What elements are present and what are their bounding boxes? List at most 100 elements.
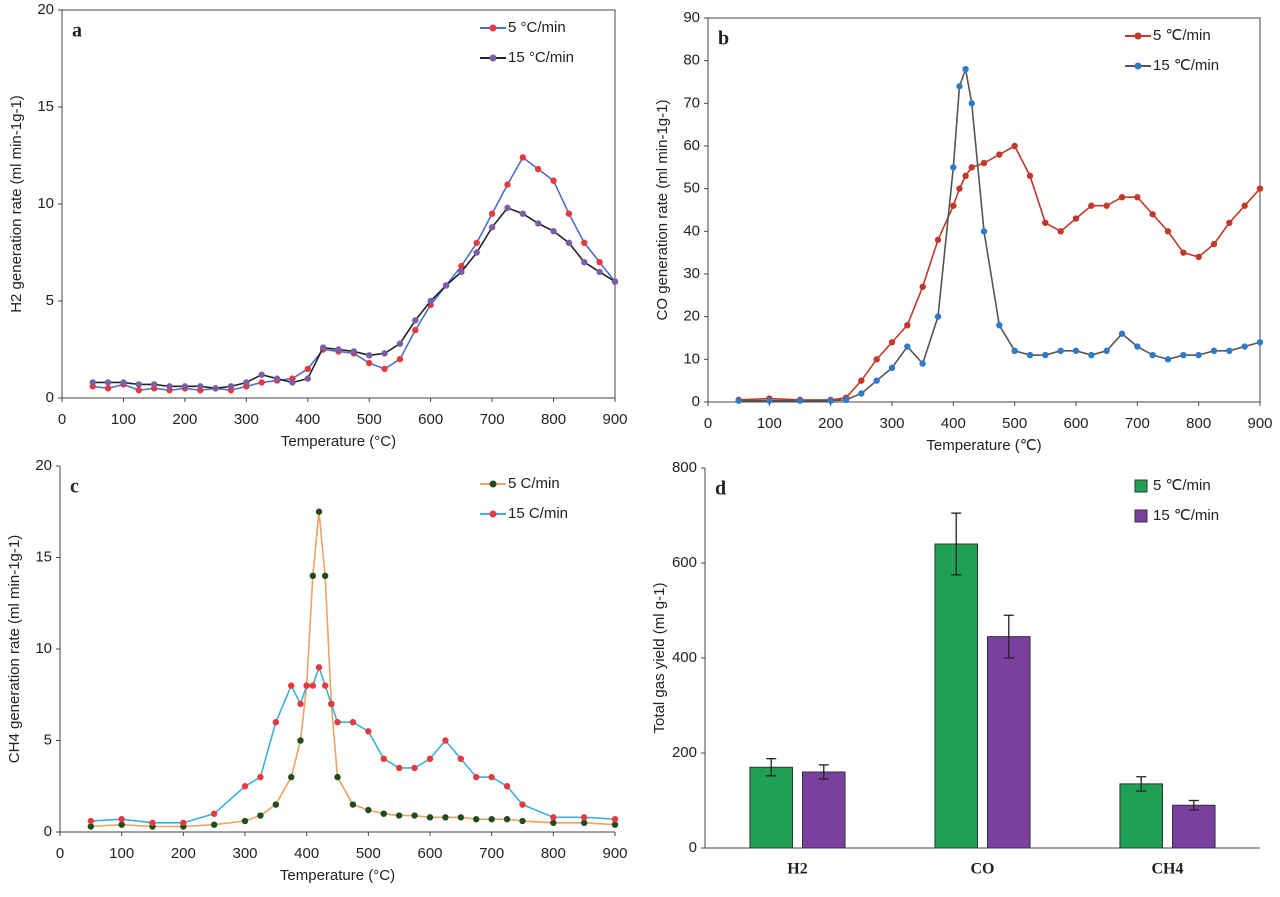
data-point [334, 773, 341, 781]
data-point [980, 159, 988, 167]
legend-label: 15 °C/min [508, 49, 574, 66]
data-point [488, 773, 495, 781]
bar [987, 636, 1031, 849]
data-point [150, 381, 158, 388]
y-axis-label: Total gas yield (ml g-1) [651, 583, 668, 734]
data-point [381, 350, 388, 357]
x-tick-label: 0 [56, 845, 64, 862]
data-point [1180, 249, 1187, 256]
bar [1172, 804, 1216, 849]
x-tick-label: 400 [294, 845, 319, 862]
x-tick-label: 500 [356, 845, 381, 862]
data-point [349, 801, 357, 808]
data-point [1195, 253, 1202, 261]
legend-label: 5 °C/min [508, 19, 566, 36]
data-point [956, 185, 963, 192]
data-point [1103, 347, 1110, 354]
data-point [919, 283, 926, 290]
bar [749, 766, 794, 849]
data-point [303, 682, 310, 689]
data-point [365, 806, 372, 814]
x-tick-label: 200 [171, 845, 196, 862]
y-tick-label: 20 [683, 308, 700, 325]
data-point [243, 379, 250, 386]
y-axis-label: H2 generation rate (ml min-1g-1) [8, 95, 25, 313]
y-tick-label: 5 [44, 731, 52, 748]
legend-label: 15 ℃/min [1153, 57, 1219, 74]
data-point [149, 819, 156, 827]
data-point [328, 700, 335, 708]
data-point [272, 719, 280, 726]
data-point [166, 383, 173, 390]
data-point [827, 397, 834, 404]
data-point [304, 375, 311, 382]
data-point [1210, 347, 1218, 354]
data-point [1057, 228, 1064, 235]
data-point [241, 817, 249, 825]
data-point [272, 801, 280, 808]
data-point [257, 812, 264, 819]
x-tick-label: 0 [58, 411, 66, 428]
y-axis-label: CH4 generation rate (ml min-1g-1) [6, 535, 23, 763]
data-point [519, 154, 527, 161]
x-tick-label: 900 [602, 411, 627, 428]
panel-label: b [718, 28, 729, 50]
data-point [442, 814, 449, 821]
data-point [504, 204, 511, 212]
data-point [212, 385, 219, 392]
x-tick-label: 600 [418, 411, 443, 428]
data-point [258, 379, 265, 386]
x-tick-label: 600 [1063, 415, 1088, 432]
y-tick-label: 0 [46, 389, 54, 406]
data-point [596, 259, 603, 266]
data-point [1149, 211, 1156, 218]
x-tick-label: 800 [541, 411, 566, 428]
panel-label: a [72, 20, 82, 42]
panel-label: d [715, 478, 726, 500]
bar [802, 771, 846, 849]
data-point [458, 262, 465, 270]
legend-marker [489, 510, 497, 518]
data-point [596, 268, 603, 276]
data-point [1256, 185, 1264, 192]
data-point [488, 815, 495, 823]
data-point [89, 379, 96, 386]
y-tick-label: 0 [44, 823, 52, 840]
data-point [1256, 339, 1264, 346]
data-point [473, 773, 480, 781]
legend-label: 5 ℃/min [1153, 477, 1211, 494]
x-tick-label: CH4 [1152, 861, 1184, 878]
data-point [534, 220, 542, 227]
error-bar [1188, 799, 1199, 811]
data-point [565, 239, 573, 246]
data-point [1164, 356, 1172, 363]
data-point [1088, 202, 1095, 209]
x-tick-label: H2 [787, 861, 807, 878]
data-point [457, 814, 465, 821]
data-point [888, 364, 896, 372]
error-bar [1003, 614, 1014, 659]
data-point [309, 682, 317, 689]
y-tick-label: 60 [683, 137, 700, 154]
data-point [934, 236, 942, 244]
data-point [873, 377, 880, 384]
x-tick-label: 400 [295, 411, 320, 428]
y-tick-label: 15 [35, 548, 52, 565]
data-point [412, 326, 419, 334]
y-tick-label: 20 [35, 457, 52, 474]
data-point [1164, 228, 1172, 235]
data-point [503, 783, 511, 790]
data-point [1042, 219, 1049, 226]
y-tick-label: 50 [683, 180, 700, 197]
data-point [1011, 347, 1018, 354]
data-point [288, 773, 295, 781]
error-bar [1136, 776, 1147, 792]
data-point [1149, 351, 1156, 359]
data-point [888, 339, 896, 346]
data-point [488, 210, 496, 217]
data-point [580, 814, 588, 821]
plot-frame [707, 17, 1261, 403]
data-point [611, 278, 619, 285]
data-point [87, 823, 95, 830]
x-tick-label: 800 [1186, 415, 1211, 432]
